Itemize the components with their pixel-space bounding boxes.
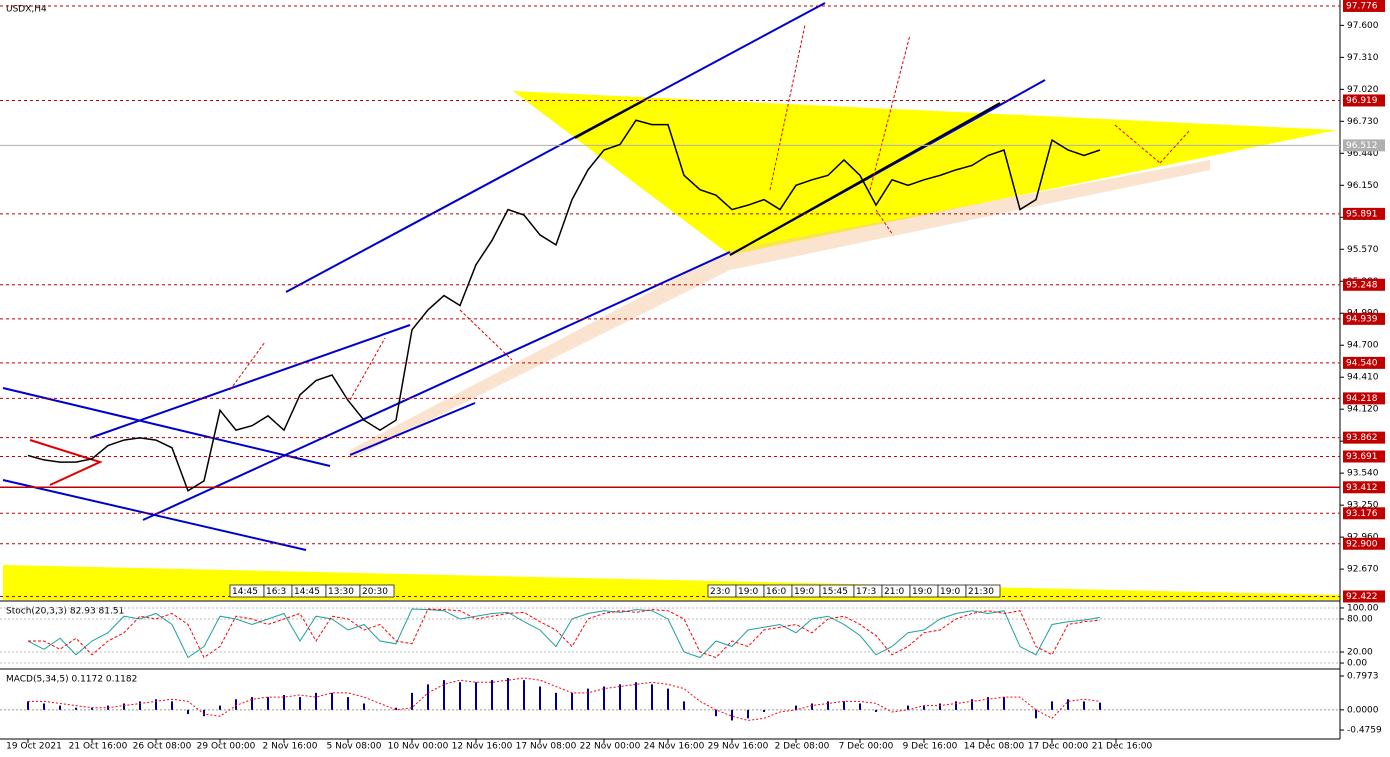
- signal-line: [28, 677, 1101, 721]
- y-tick-label: 95.570: [1347, 245, 1379, 255]
- time-marker: 19:0: [794, 587, 814, 597]
- x-tick-label: 26 Oct 08:00: [133, 742, 192, 752]
- x-tick-label: 5 Nov 08:00: [327, 742, 382, 752]
- level-label: 93.176: [1346, 509, 1378, 519]
- x-tick-label: 10 Nov 00:00: [388, 742, 449, 752]
- y-tick-label: 20.00: [1347, 648, 1373, 658]
- level-label: 95.891: [1346, 209, 1378, 219]
- x-tick-label: 19 Oct 2021: [6, 742, 62, 752]
- time-marker: 14:45: [232, 587, 258, 597]
- time-marker-box: [359, 584, 395, 598]
- chart-title: USDX,H4: [6, 5, 47, 15]
- x-tick-label: 21 Oct 16:00: [69, 742, 128, 752]
- series-line: [28, 608, 1101, 659]
- y-tick-label: 92.960: [1347, 533, 1379, 543]
- time-marker: 20:30: [362, 587, 388, 597]
- y-tick-label: 93.540: [1347, 469, 1379, 479]
- level-label: 93.412: [1346, 483, 1378, 493]
- level-label: 94.939: [1346, 314, 1378, 324]
- current-price-label: 96.512: [1346, 141, 1378, 151]
- time-marker: 21:0: [884, 587, 904, 597]
- x-tick-label: 12 Nov 16:00: [452, 742, 513, 752]
- y-tick-label: 94.120: [1347, 405, 1379, 415]
- x-tick-label: 2 Dec 08:00: [775, 742, 830, 752]
- level-box: [1343, 312, 1385, 325]
- y-tick-label: 97.310: [1347, 53, 1379, 63]
- y-tick-label: 92.670: [1347, 565, 1379, 575]
- level-box: [1343, 537, 1385, 550]
- level-label: 93.862: [1346, 433, 1378, 443]
- time-marker: 14:45: [294, 587, 320, 597]
- y-tick-label: 96.150: [1347, 181, 1379, 191]
- y-tick-label: 80.00: [1347, 614, 1373, 624]
- current-price-box: [1343, 139, 1385, 152]
- x-tick-label: 17 Dec 00:00: [1028, 742, 1089, 752]
- level-label: 95.248: [1346, 280, 1378, 290]
- level-label: 93.691: [1346, 452, 1378, 462]
- time-marker: 21:30: [968, 587, 994, 597]
- time-marker: 15:45: [822, 587, 848, 597]
- time-marker: 19:0: [940, 587, 960, 597]
- y-tick-label: 100.00: [1347, 603, 1379, 613]
- x-tick-label: 21 Dec 16:00: [1092, 742, 1153, 752]
- level-box: [1343, 94, 1385, 107]
- x-tick-label: 24 Nov 16:00: [644, 742, 705, 752]
- y-tick-label: 93.250: [1347, 501, 1379, 511]
- y-tick-label: 96.440: [1347, 149, 1379, 159]
- series-line: [27, 608, 1101, 659]
- level-box: [1343, 207, 1385, 220]
- level-label: 92.900: [1346, 539, 1378, 549]
- level-box: [1343, 507, 1385, 520]
- y-tick-label: 97.600: [1347, 21, 1379, 31]
- time-marker: 16:0: [766, 587, 786, 597]
- y-tick-label: -0.4759: [1347, 726, 1382, 736]
- level-box: [1343, 278, 1385, 291]
- y-tick-label: 0.0000: [1347, 705, 1379, 715]
- time-marker: 17:3: [856, 587, 876, 597]
- time-marker: 19:0: [912, 587, 932, 597]
- x-tick-label: 14 Dec 08:00: [964, 742, 1025, 752]
- x-tick-label: 29 Oct 00:00: [197, 742, 256, 752]
- x-tick-label: 2 Nov 16:00: [263, 742, 318, 752]
- macd-title: MACD(5,34,5) 0.1172 0.1182: [6, 675, 137, 685]
- x-tick-label: 9 Dec 16:00: [903, 742, 958, 752]
- level-label: 94.540: [1346, 358, 1378, 368]
- y-tick-label: 94.700: [1347, 341, 1379, 351]
- level-label: 96.919: [1346, 96, 1378, 106]
- x-tick-label: 7 Dec 00:00: [839, 742, 894, 752]
- series-line: [27, 119, 1101, 492]
- time-marker-box: [965, 584, 1001, 598]
- level-box: [1343, 0, 1385, 12]
- stoch-title: Stoch(20,3,3) 82.93 81.51: [6, 607, 124, 617]
- x-tick-label: 29 Nov 16:00: [708, 742, 769, 752]
- level-label: 97.776: [1346, 1, 1378, 11]
- y-tick-label: 94.410: [1347, 373, 1379, 383]
- x-tick-label: 22 Nov 00:00: [580, 742, 641, 752]
- level-box: [1343, 590, 1385, 603]
- level-label: 92.422: [1346, 592, 1378, 602]
- level-box: [1343, 356, 1385, 369]
- level-box: [1343, 392, 1385, 405]
- level-box: [1343, 481, 1385, 494]
- time-marker: 13:30: [328, 587, 354, 597]
- time-marker: 23:0: [710, 587, 730, 597]
- x-tick-label: 17 Nov 08:00: [516, 742, 577, 752]
- level-label: 94.218: [1346, 394, 1378, 404]
- time-marker: 16:3: [266, 587, 286, 597]
- level-box: [1343, 431, 1385, 444]
- time-marker: 19:0: [738, 587, 758, 597]
- y-tick-label: 0.00: [1347, 659, 1367, 669]
- level-box: [1343, 450, 1385, 463]
- y-tick-label: 96.730: [1347, 117, 1379, 127]
- y-tick-label: 0.7973: [1347, 671, 1379, 681]
- y-tick-label: 97.020: [1347, 85, 1379, 95]
